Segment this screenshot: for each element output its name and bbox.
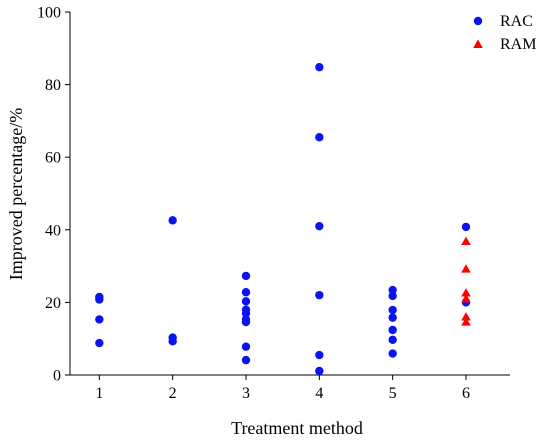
y-tick-label-40: 40: [45, 222, 61, 239]
x-tick-label-4: 4: [315, 385, 323, 402]
x-tick-label-3: 3: [242, 385, 250, 402]
data-point-ram-1: [461, 264, 471, 273]
data-points: [95, 62, 471, 376]
data-point-rac-20: [315, 350, 324, 360]
x-tick-label-5: 5: [389, 385, 397, 402]
data-point-ram-0: [461, 236, 471, 246]
y-tick-label-100: 100: [37, 5, 61, 22]
data-point-rac-16: [315, 62, 324, 72]
data-point-rac-9: [241, 297, 251, 306]
data-point-rac-24: [388, 305, 397, 315]
data-point-rac-2: [95, 315, 104, 324]
x-tick-label-6: 6: [462, 385, 470, 402]
data-point-rac-14: [241, 342, 251, 351]
legend-marker-ram: [473, 39, 483, 48]
data-point-rac-22: [388, 285, 397, 295]
data-point-rac-23: [388, 291, 397, 301]
data-point-ram-3: [461, 293, 471, 303]
data-point-rac-19: [315, 290, 324, 300]
data-point-rac-26: [388, 325, 397, 335]
data-point-ram-4: [461, 312, 471, 321]
data-point-rac-15: [241, 355, 251, 365]
data-point-rac-13: [241, 317, 251, 327]
data-point-rac-7: [241, 271, 251, 281]
data-point-rac-8: [241, 288, 251, 297]
data-point-rac-17: [315, 133, 324, 142]
legend-marker-rac: [473, 16, 483, 26]
y-axis-title: Improved percentage/%: [6, 108, 26, 280]
data-point-rac-27: [388, 335, 397, 344]
data-point-rac-11: [241, 309, 251, 318]
data-point-rac-6: [168, 337, 177, 346]
y-tick-label-20: 20: [45, 295, 61, 312]
data-point-ram-5: [461, 317, 471, 326]
x-tick-label-1: 1: [95, 385, 103, 402]
data-point-rac-29: [461, 222, 471, 232]
legend-label-ram: RAM: [500, 36, 536, 53]
x-tick-label-2: 2: [169, 385, 177, 402]
data-point-ram-2: [461, 288, 471, 297]
y-tick-label-0: 0: [53, 368, 61, 385]
data-point-rac-18: [315, 221, 324, 231]
y-tick-label-80: 80: [45, 77, 61, 94]
data-point-rac-25: [388, 313, 397, 322]
data-point-rac-3: [95, 338, 104, 348]
legend: RAC RAM: [473, 13, 536, 53]
data-point-rac-28: [388, 349, 397, 358]
axes: [69, 12, 510, 376]
data-point-rac-4: [168, 216, 177, 225]
legend-label-rac: RAC: [500, 13, 533, 30]
y-tick-label-60: 60: [45, 150, 61, 167]
data-point-rac-21: [315, 366, 324, 376]
data-point-rac-1: [95, 295, 104, 304]
x-axis-title: Treatment method: [231, 418, 363, 438]
